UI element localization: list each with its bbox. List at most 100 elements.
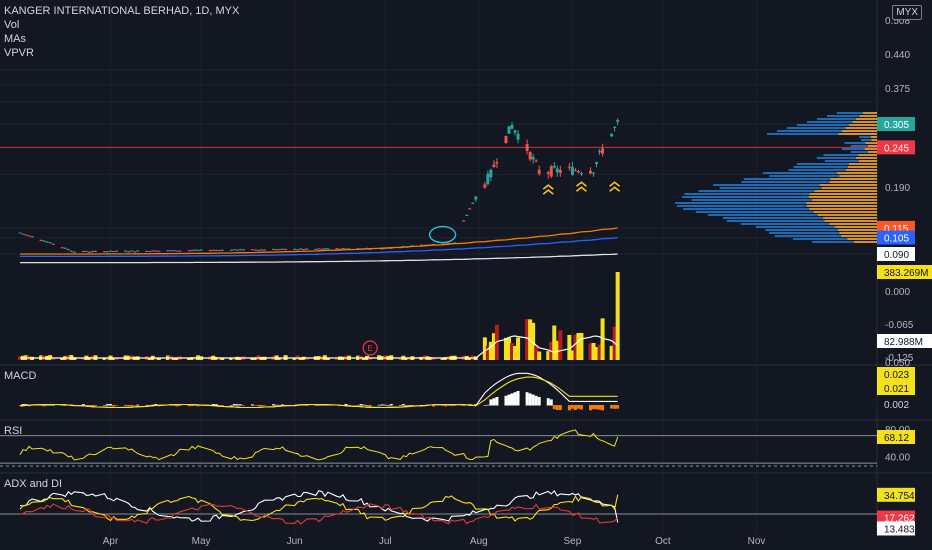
vpvr-bar (820, 184, 877, 186)
candle-body (532, 157, 535, 160)
macd-histogram-bar (378, 405, 381, 406)
candle-body (215, 250, 218, 251)
vpvr-bar (810, 193, 877, 195)
candle-body (335, 248, 338, 249)
x-tick-label: Jul (379, 536, 392, 547)
vpvr-bar (866, 142, 877, 144)
candle-body (109, 251, 112, 252)
candle-body (178, 251, 181, 252)
macd-histogram-bar (254, 405, 257, 406)
vpvr-bar (856, 157, 877, 159)
moving-average-line (20, 254, 618, 263)
macd-histogram-bar (109, 404, 112, 405)
candle-body (175, 251, 178, 252)
macd-histogram-bar (577, 405, 580, 409)
candle-body (46, 242, 49, 243)
candle-body (278, 249, 281, 250)
vpvr-bar (777, 130, 842, 132)
candle-body (31, 236, 34, 237)
macd-histogram-bar (592, 405, 595, 409)
candle-body (281, 249, 284, 250)
x-tick-label: Oct (655, 536, 671, 547)
candle-body (483, 184, 486, 187)
candle-body (529, 152, 532, 159)
vpvr-bar (812, 199, 877, 201)
candle-body (474, 196, 477, 199)
macd-histogram-bar (218, 405, 221, 406)
candle-body (577, 171, 580, 172)
macd-pane-title: MACD (4, 370, 36, 382)
vpvr-bar (858, 154, 877, 156)
candle-body (317, 249, 320, 250)
macd-histogram-bar (230, 405, 233, 406)
x-tick-label: Sep (563, 536, 581, 547)
macd-label: 0.023 (884, 370, 909, 381)
candle-body (535, 161, 538, 162)
candle-body (305, 248, 308, 249)
macd-histogram-bar (363, 405, 366, 406)
candle-body (106, 251, 109, 252)
rsi-pane-title: RSI (4, 425, 22, 437)
vpvr-bar (848, 166, 877, 168)
vpvr-bar (696, 211, 814, 213)
candle-body (595, 162, 598, 164)
macd-histogram-bar (450, 405, 453, 406)
macd-histogram-bar (357, 405, 360, 406)
candle-body (91, 251, 94, 252)
candle-body (254, 250, 257, 251)
candle-body (504, 136, 507, 143)
price-label: 0.105 (884, 234, 909, 245)
candle-body (538, 170, 541, 174)
vpvr-bar (825, 160, 859, 162)
candle-body (468, 208, 471, 209)
vpvr-bar (823, 217, 877, 219)
vpvr-bar (853, 121, 878, 123)
candle-body (61, 247, 64, 248)
candle-body (157, 251, 160, 252)
legend-vol[interactable]: Vol (4, 18, 239, 32)
macd-histogram-bar (444, 405, 447, 406)
candle-body (508, 126, 511, 133)
vpvr-bar (793, 238, 848, 240)
macd-histogram-bar (595, 405, 598, 409)
macd-histogram-bar (589, 405, 592, 410)
macd-histogram-bar (366, 405, 369, 406)
candle-body (209, 250, 212, 251)
macd-histogram-bar (598, 405, 601, 410)
vpvr-bar (713, 184, 819, 186)
candle-body (88, 252, 91, 253)
candle-body (151, 250, 154, 251)
legend-mas[interactable]: MAs (4, 32, 239, 46)
vpvr-bar (861, 139, 871, 141)
macd-histogram-bar (492, 398, 495, 405)
moving-average-line (20, 228, 618, 254)
candle-body (511, 125, 514, 129)
candle-body (112, 251, 115, 252)
candle-body (251, 249, 254, 250)
chevron-up-icon (610, 187, 620, 191)
vpvr-bar (744, 178, 831, 180)
vpvr-bar (868, 145, 877, 147)
vpvr-bar (677, 205, 807, 207)
candle-body (275, 249, 278, 250)
macd-histogram-bar (175, 405, 178, 406)
candle-body (556, 169, 559, 173)
vpvr-bar (698, 190, 814, 192)
macd-histogram-bar (242, 405, 245, 406)
vpvr-bar (741, 181, 829, 183)
legend-vpvr[interactable]: VPVR (4, 46, 239, 60)
candle-body (166, 250, 169, 251)
vpvr-bar (806, 202, 877, 204)
candle-body (495, 162, 498, 163)
vpvr-bar (848, 238, 877, 240)
macd-histogram-bar (514, 392, 517, 405)
macd-histogram-bar (402, 404, 405, 405)
vpvr-bar (708, 214, 818, 216)
candle-body (40, 240, 43, 241)
candle-body (25, 234, 28, 235)
currency-button[interactable]: MYX (892, 5, 922, 20)
candle-body (233, 249, 236, 250)
candle-body (194, 250, 197, 251)
macd-histogram-bar (571, 405, 574, 409)
